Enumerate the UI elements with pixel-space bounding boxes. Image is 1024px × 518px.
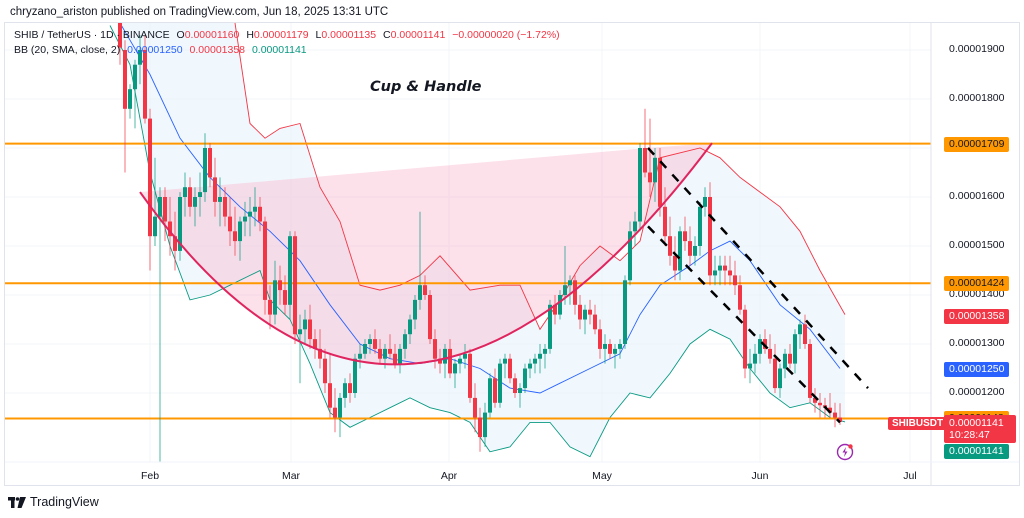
pattern-drawings[interactable]: [139, 142, 869, 424]
close-letter: C: [383, 29, 391, 41]
open-value: 0.00001160: [184, 29, 240, 41]
change-value: −0.00000020 (−1.72%): [452, 29, 560, 41]
high-value: 0.00001179: [253, 29, 309, 41]
high-label: H0.00001179: [246, 29, 312, 41]
last-price-tag: 0.00001141 10:28:47: [944, 415, 1016, 443]
low-label: L0.00001135: [316, 29, 381, 41]
bb-indicator-label[interactable]: BB (20, SMA, close, 2): [14, 44, 121, 56]
low-letter: L: [315, 29, 322, 41]
time-tick-label: Jun: [751, 470, 769, 482]
price-tick-label: 0.00001600: [949, 190, 1005, 202]
symbol-name[interactable]: SHIB / TetherUS · 1D · BINANCE: [14, 29, 170, 41]
symbol-row: SHIB / TetherUS · 1D · BINANCE O0.000011…: [14, 28, 564, 43]
chart-frame: [4, 22, 1020, 486]
time-tick-label: Feb: [140, 470, 160, 482]
open-label: O0.00001160: [177, 29, 244, 41]
bb-lower-value: 0.00001141: [251, 44, 307, 56]
tradingview-brand: TradingView: [30, 495, 99, 509]
price-tick-label: 0.00001300: [949, 337, 1005, 349]
last-price-value: 0.00001141: [949, 417, 1004, 429]
bb-basis-value: 0.00001250: [127, 44, 183, 56]
time-tick-label: Mar: [281, 470, 301, 482]
symbol-tag: SHIBUSDT: [888, 417, 948, 430]
open-letter: O: [176, 29, 185, 41]
bar-countdown: 10:28:47: [949, 429, 990, 441]
candlesticks: [118, 23, 842, 462]
price-tick-label: 0.00001800: [949, 92, 1005, 104]
price-tick-label: 0.00001200: [949, 386, 1005, 398]
time-tick-label: May: [592, 470, 612, 482]
time-tick-label: Jul: [903, 470, 917, 482]
price-level-tag: 0.00001141: [944, 444, 1009, 459]
time-tick-label: Apr: [440, 470, 458, 482]
price-tick-label: 0.00001500: [949, 239, 1005, 251]
close-label: C0.00001141: [383, 29, 449, 41]
bb-upper-value: 0.00001358: [189, 44, 246, 56]
pattern-fills: [120, 23, 845, 457]
price-level-tag: 0.00001250: [944, 361, 1010, 377]
flash-alert-icon[interactable]: [836, 443, 854, 461]
tradingview-logo-icon: [8, 496, 26, 508]
close-value: 0.00001141: [390, 29, 446, 41]
publisher-line: chryzano_ariston published on TradingVie…: [10, 6, 389, 18]
price-level-tag: 0.00001424: [944, 276, 1010, 292]
bb-row: BB (20, SMA, close, 2) 0.00001250 0.0000…: [14, 43, 564, 58]
low-value: 0.00001135: [321, 29, 377, 41]
cup-and-handle-label[interactable]: Cup & Handle: [370, 79, 482, 95]
tradingview-logo[interactable]: TradingView: [8, 495, 99, 509]
price-tick-label: 0.00001900: [949, 43, 1005, 55]
high-letter: H: [246, 29, 254, 41]
price-level-tag: 0.00001358: [944, 308, 1010, 324]
chart-legend: SHIB / TetherUS · 1D · BINANCE O0.000011…: [14, 28, 564, 58]
price-level-tag: 0.00001709: [944, 136, 1010, 152]
horizontal-levels[interactable]: [5, 142, 931, 420]
